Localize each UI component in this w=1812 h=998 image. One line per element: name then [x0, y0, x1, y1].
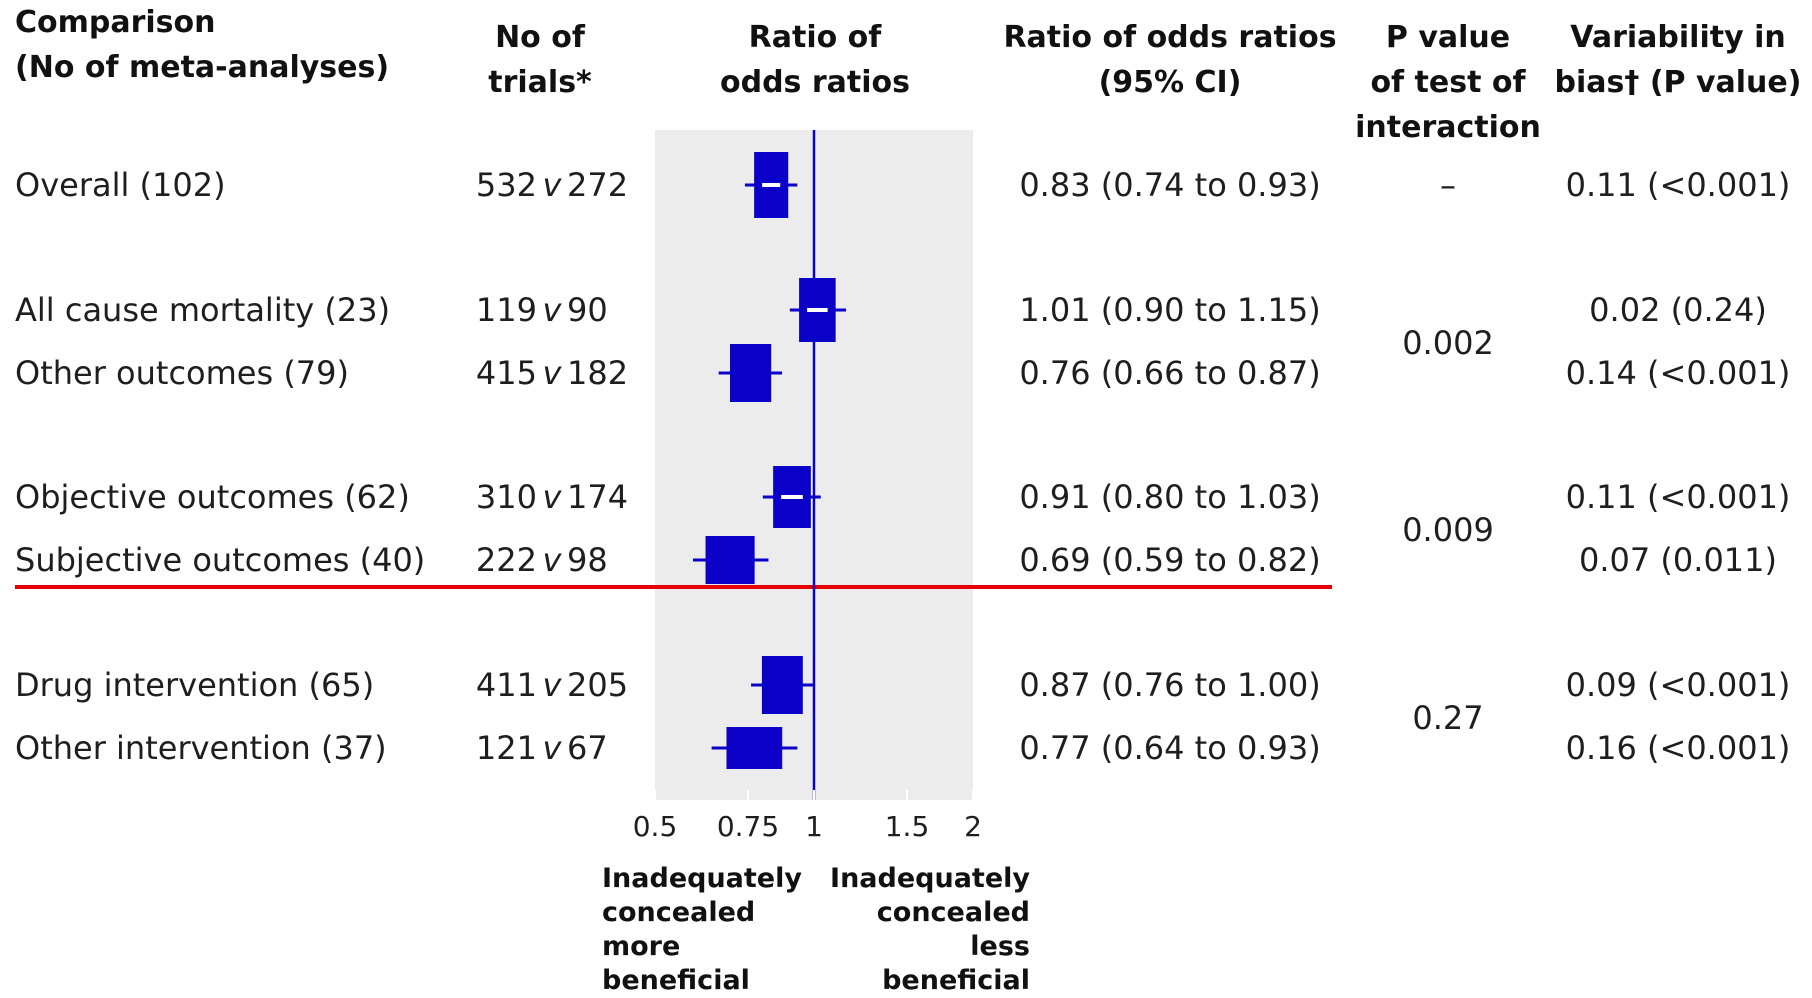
- ror-ci-value: 0.76 (0.66 to 0.87): [1019, 354, 1321, 392]
- variability-value: 0.11 (<0.001): [1565, 478, 1791, 516]
- p-interaction-header: P value of test of interaction: [1355, 20, 1541, 145]
- row-label: All cause mortality (23): [15, 291, 391, 329]
- p-interaction-objective: 0.009: [1402, 511, 1494, 549]
- row-label: Overall (102): [15, 166, 226, 204]
- variability-value: 0.14 (<0.001): [1565, 354, 1791, 392]
- comparison-header: Comparison (No of meta-analyses): [15, 5, 390, 85]
- trials-separator: v: [542, 166, 562, 204]
- trials-inadequate: 174: [567, 478, 629, 516]
- ror-ci-value: 0.83 (0.74 to 0.93): [1019, 166, 1321, 204]
- trials-inadequate: 205: [567, 666, 629, 704]
- p-interaction-overall: –: [1440, 166, 1456, 204]
- variability-value: 0.02 (0.24): [1589, 291, 1767, 329]
- ror-header: Ratio of odds ratios: [720, 20, 910, 100]
- ror-ci-value: 0.91 (0.80 to 1.03): [1019, 478, 1321, 516]
- trials-inadequate: 272: [567, 166, 629, 204]
- trials-inadequate: 90: [567, 291, 608, 329]
- ror-ci-value: 0.69 (0.59 to 0.82): [1019, 541, 1321, 579]
- x-tick-label: 1: [805, 810, 823, 843]
- trials-separator: v: [542, 354, 562, 392]
- variability-value: 0.11 (<0.001): [1565, 166, 1791, 204]
- trials-inadequate: 67: [567, 729, 608, 767]
- footer-less-beneficial: Inadequately concealed less beneficial: [830, 863, 1030, 996]
- p-interaction-mortality: 0.002: [1402, 324, 1494, 362]
- trials-separator: v: [542, 541, 562, 579]
- x-tick-label: 1.5: [885, 810, 930, 843]
- trials-separator: v: [542, 478, 562, 516]
- row-label: Objective outcomes (62): [15, 478, 410, 516]
- p-interaction-drug: 0.27: [1412, 699, 1484, 737]
- estimate-marker: [761, 656, 803, 714]
- ror-ci-value: 0.87 (0.76 to 1.00): [1019, 666, 1321, 704]
- x-tick-label: 2: [964, 810, 982, 843]
- trials-concealed: 411: [475, 666, 537, 704]
- variability-header: Variability in bias† (P value): [1554, 20, 1802, 100]
- variability-value: 0.09 (<0.001): [1565, 666, 1791, 704]
- estimate-marker: [730, 344, 772, 402]
- row-label: Other intervention (37): [15, 729, 387, 767]
- variability-value: 0.07 (0.011): [1579, 541, 1777, 579]
- trials-separator: v: [542, 729, 562, 767]
- estimate-marker: [726, 727, 783, 769]
- trials-concealed: 310: [475, 478, 537, 516]
- trials-separator: v: [542, 291, 562, 329]
- x-tick-label: 0.5: [633, 810, 678, 843]
- ror-ci-value: 0.77 (0.64 to 0.93): [1019, 729, 1321, 767]
- trials-header: No of trials*: [488, 20, 592, 100]
- variability-value: 0.16 (<0.001): [1565, 729, 1791, 767]
- estimate-marker: [705, 536, 755, 584]
- footer-more-beneficial: Inadequately concealed more beneficial: [602, 863, 802, 996]
- trials-separator: v: [542, 666, 562, 704]
- trials-concealed: 119: [475, 291, 537, 329]
- trials-inadequate: 98: [567, 541, 608, 579]
- row-label: Drug intervention (65): [15, 666, 375, 704]
- ror-ci-header: Ratio of odds ratios (95% CI): [1003, 20, 1337, 100]
- trials-concealed: 222: [475, 541, 537, 579]
- row-label: Other outcomes (79): [15, 354, 349, 392]
- ror-ci-value: 1.01 (0.90 to 1.15): [1019, 291, 1321, 329]
- row-label: Subjective outcomes (40): [15, 541, 426, 579]
- x-tick-label: 0.75: [717, 810, 779, 843]
- trials-concealed: 532: [475, 166, 537, 204]
- trials-inadequate: 182: [567, 354, 629, 392]
- trials-concealed: 415: [475, 354, 537, 392]
- trials-concealed: 121: [475, 729, 537, 767]
